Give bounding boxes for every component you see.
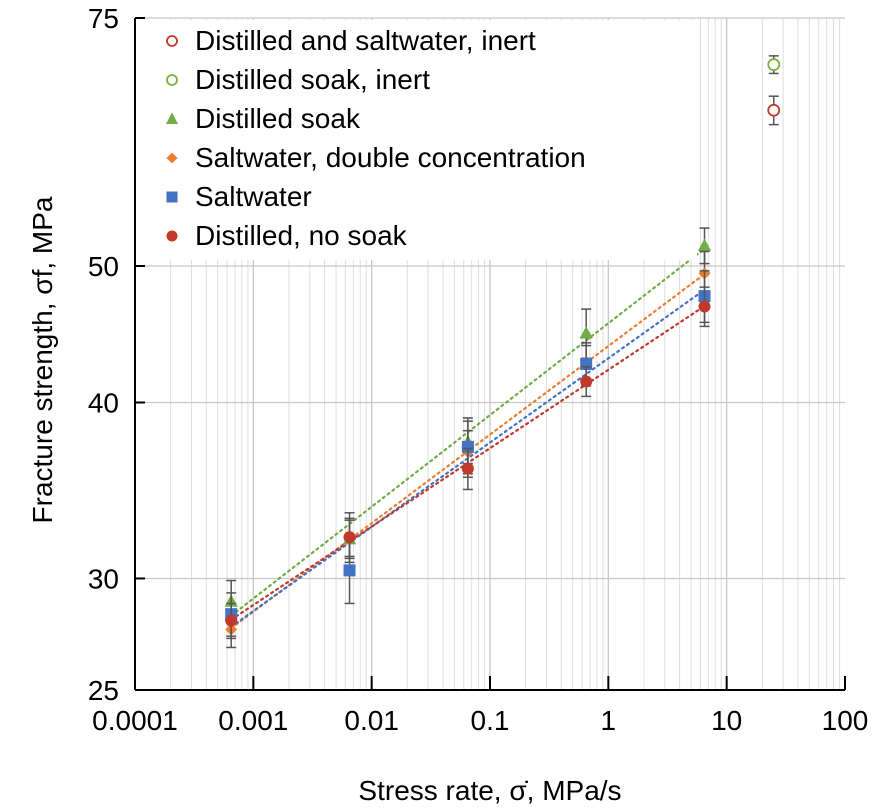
legend-marker — [166, 74, 178, 86]
data-point — [697, 238, 712, 251]
y-tick-label: 75 — [88, 3, 119, 34]
data-point — [343, 564, 356, 577]
x-tick-label: 0.1 — [471, 705, 510, 736]
y-tick-label: 25 — [88, 675, 119, 706]
data-point — [767, 58, 781, 71]
legend-marker — [166, 230, 178, 242]
legend-marker — [166, 35, 178, 47]
legend-label: Distilled soak, inert — [195, 64, 430, 95]
data-point — [698, 300, 711, 313]
y-axis-title: Fracture strength, σf, MPa — [27, 196, 58, 523]
data-point — [767, 103, 781, 117]
legend-label: Distilled, no soak — [195, 220, 408, 251]
x-tick-label: 0.0001 — [92, 705, 178, 736]
x-tick-label: 0.001 — [218, 705, 288, 736]
legend-label: Distilled and saltwater, inert — [195, 25, 536, 56]
legend-background — [142, 20, 697, 260]
y-tick-label: 50 — [88, 251, 119, 282]
y-tick-label: 30 — [88, 563, 119, 594]
legend-marker — [166, 152, 178, 164]
data-point — [580, 375, 593, 388]
legend-marker — [165, 112, 179, 124]
legend-label: Distilled soak — [195, 103, 361, 134]
y-tick-label: 40 — [88, 388, 119, 419]
data-point — [225, 614, 238, 627]
axes: 0.0001 0.001 0.01 0.1 1 10 100 25 30 40 50 75 — [88, 3, 869, 736]
x-tick-label: 1 — [601, 705, 617, 736]
data-points — [224, 55, 781, 649]
x-tick-label: 100 — [822, 705, 869, 736]
data-point — [461, 440, 474, 453]
legend-label: Saltwater, double concentration — [195, 142, 586, 173]
data-point — [343, 531, 356, 544]
x-tick-label: 10 — [711, 705, 742, 736]
legend: Distilled and saltwater, inert Distilled … — [142, 20, 697, 260]
x-axis-title: Stress rate, σ̇, MPa/s — [358, 775, 621, 806]
data-point — [579, 325, 593, 339]
legend-label: Saltwater — [195, 181, 312, 212]
data-point — [461, 462, 474, 475]
legend-marker — [166, 191, 178, 203]
x-tick-label: 0.01 — [344, 705, 399, 736]
